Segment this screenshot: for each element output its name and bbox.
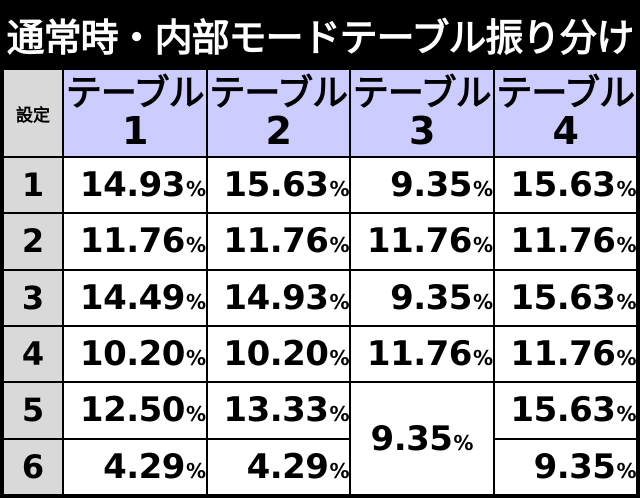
percent-sign: % xyxy=(616,233,636,258)
value-number: 11.76 xyxy=(366,221,473,262)
percent-sign: % xyxy=(185,233,206,258)
percent-sign: % xyxy=(329,346,349,371)
value-cell: 14.93% xyxy=(205,268,351,327)
value-cell: 11.76% xyxy=(492,324,638,384)
value-cell: 11.76% xyxy=(62,212,208,271)
value-cell: 11.76% xyxy=(492,212,638,271)
value-number: 4.29 xyxy=(103,446,185,487)
setting-label: 5 xyxy=(2,381,64,440)
percent-sign: % xyxy=(616,402,636,427)
percent-sign: % xyxy=(616,177,636,202)
setting-column-header: 設定 xyxy=(2,68,64,158)
table-1-header: テーブル 1 xyxy=(62,68,208,158)
value-number: 10.20 xyxy=(79,334,186,375)
value-number: 12.50 xyxy=(79,390,186,431)
value-number: 15.63 xyxy=(510,277,616,318)
value-cell: 10.20% xyxy=(62,324,208,384)
percent-sign: % xyxy=(616,346,636,371)
table-header-number: 1 xyxy=(122,109,148,153)
value-cell: 9.35% xyxy=(349,268,495,327)
table-row: 3 14.49% 14.93% 9.35% 15.63% xyxy=(2,268,638,327)
table-header-number: 3 xyxy=(409,109,435,153)
percent-sign: % xyxy=(329,458,349,483)
percent-sign: % xyxy=(472,177,493,202)
value-number: 14.49 xyxy=(79,277,186,318)
table-row: 2 11.76% 11.76% 11.76% 11.76% xyxy=(2,212,638,271)
value-cell: 4.29% xyxy=(205,437,351,497)
setting-label: 4 xyxy=(2,324,64,384)
value-number: 15.63 xyxy=(510,165,616,206)
value-number: 11.76 xyxy=(366,334,473,375)
setting-label: 2 xyxy=(2,212,64,271)
value-cell: 12.50% xyxy=(62,381,208,440)
percent-sign: % xyxy=(616,458,636,483)
table-row: 1 14.93% 15.63% 9.35% 15.63% xyxy=(2,155,638,215)
percent-sign: % xyxy=(185,177,206,202)
value-cell: 9.35% xyxy=(492,437,638,497)
percent-sign: % xyxy=(472,233,493,258)
value-number: 4.29 xyxy=(246,446,329,487)
value-number: 13.33 xyxy=(223,390,329,431)
distribution-table: 設定 テーブル 1 テーブル 2 テーブル 3 テーブル 4 1 14.93% 15.6… xyxy=(2,68,638,497)
value-number: 9.35 xyxy=(533,446,616,487)
value-cell: 15.63% xyxy=(205,155,351,215)
table-row: 6 4.29% 4.29% 9.35% xyxy=(2,437,638,497)
table-header-row: 設定 テーブル 1 テーブル 2 テーブル 3 テーブル 4 xyxy=(2,68,638,158)
percent-sign: % xyxy=(185,402,206,427)
value-cell: 11.76% xyxy=(349,324,495,384)
value-number: 15.63 xyxy=(223,165,329,206)
page-title: 通常時・内部モードテーブル振り分け xyxy=(0,0,640,68)
value-number: 11.76 xyxy=(510,221,616,262)
percent-sign: % xyxy=(329,402,349,427)
table-header-label: テーブル xyxy=(352,73,492,114)
table-4-header: テーブル 4 xyxy=(492,68,638,158)
percent-sign: % xyxy=(185,289,206,314)
value-number: 15.63 xyxy=(510,390,616,431)
percent-sign: % xyxy=(329,289,349,314)
percent-sign: % xyxy=(185,458,206,483)
table-header-number: 4 xyxy=(552,109,579,153)
percent-sign: % xyxy=(185,346,206,371)
value-cell: 14.49% xyxy=(62,268,208,327)
value-number: 11.76 xyxy=(223,221,329,262)
percent-sign: % xyxy=(329,177,349,202)
value-cell: 13.33% xyxy=(205,381,351,440)
value-number: 14.93 xyxy=(79,165,186,206)
table-header-label: テーブル xyxy=(65,73,205,114)
table-2-header: テーブル 2 xyxy=(205,68,351,158)
setting-label: 3 xyxy=(2,268,64,327)
setting-label: 6 xyxy=(2,437,64,497)
value-cell: 4.29% xyxy=(62,437,208,497)
table-row: 4 10.20% 10.20% 11.76% 11.76% xyxy=(2,324,638,384)
value-cell: 15.63% xyxy=(492,155,638,215)
table-header-number: 2 xyxy=(265,109,292,153)
table-row: 5 12.50% 13.33% 9.35% 15.63% xyxy=(2,381,638,496)
value-cell: 15.63% xyxy=(492,268,638,327)
value-cell: 11.76% xyxy=(349,212,495,271)
percent-sign: % xyxy=(472,346,493,371)
value-number: 14.93 xyxy=(223,277,329,318)
table-header-label: テーブル xyxy=(209,73,348,114)
value-cell: 9.35% xyxy=(349,155,495,215)
value-number: 11.76 xyxy=(79,221,186,262)
value-cell: 15.63% xyxy=(492,381,638,440)
percent-sign: % xyxy=(329,233,349,258)
value-number: 9.35 xyxy=(390,165,472,206)
value-number: 10.20 xyxy=(223,334,329,375)
value-number: 9.35 xyxy=(370,418,453,459)
table-3-header: テーブル 3 xyxy=(349,68,495,158)
percent-sign: % xyxy=(453,430,473,455)
setting-label: 1 xyxy=(2,155,64,215)
value-cell: 10.20% xyxy=(205,324,351,384)
value-cell: 11.76% xyxy=(205,212,351,271)
value-cell: 14.93% xyxy=(62,155,208,215)
value-number: 9.35 xyxy=(390,277,472,318)
percent-sign: % xyxy=(616,289,636,314)
percent-sign: % xyxy=(472,289,493,314)
merged-value-cell: 9.35% xyxy=(349,381,495,496)
value-number: 11.76 xyxy=(510,334,616,375)
table-header-label: テーブル xyxy=(496,73,635,114)
